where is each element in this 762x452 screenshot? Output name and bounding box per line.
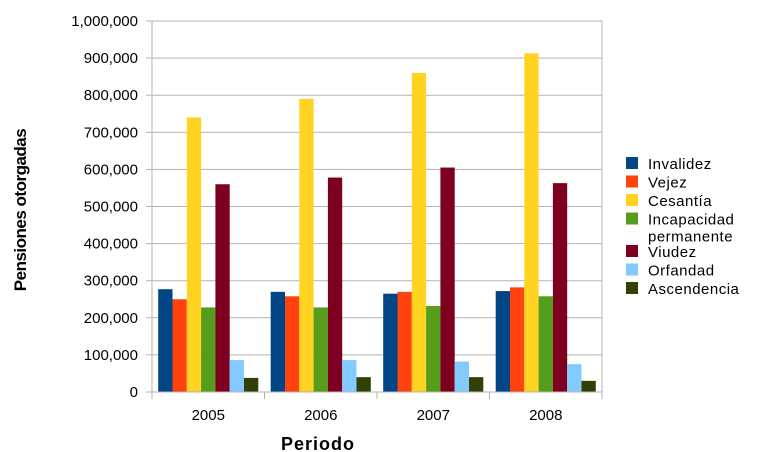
y-tick-label: 900,000	[84, 50, 138, 67]
legend-label: Ascendencia	[648, 281, 740, 298]
x-tick-labels: 2005 2006 2007 2008	[151, 392, 603, 424]
y-tick-label: 200,000	[84, 310, 138, 327]
bar-incapacidad-permanente	[201, 307, 216, 392]
legend-label: Incapacidad	[648, 212, 734, 229]
x-axis-label: Periodo	[281, 434, 355, 452]
legend-swatch	[626, 245, 638, 257]
bar-ascendencia	[581, 380, 596, 392]
bar-orfandad	[342, 360, 357, 392]
bar-invalidez	[270, 291, 285, 392]
bar-cesantía	[186, 117, 202, 393]
bar-orfandad	[567, 364, 582, 392]
bar-ascendencia	[356, 377, 371, 392]
legend-label: Invalidez	[648, 156, 712, 173]
bar-ascendencia	[244, 377, 259, 392]
bar-incapacidad-permanente	[313, 307, 328, 392]
bar-cesantía	[411, 72, 427, 392]
x-tick-label: 2006	[304, 407, 337, 424]
legend-label: permanente	[648, 229, 733, 246]
bar-viudez	[552, 183, 568, 392]
legend-label: Vejez	[648, 175, 687, 192]
y-tick-label: 400,000	[84, 236, 138, 253]
legend-swatch	[626, 282, 638, 294]
bar-incapacidad-permanente	[538, 296, 553, 392]
bar-vejez	[172, 299, 187, 392]
x-tick-label: 2005	[192, 407, 225, 424]
y-tick-label: 500,000	[84, 199, 138, 216]
bar-orfandad	[229, 360, 244, 392]
bar-ascendencia	[469, 377, 484, 392]
legend-label: Orfandad	[648, 263, 715, 280]
bar-invalidez	[383, 293, 398, 392]
bar-viudez	[215, 184, 230, 392]
bars	[158, 53, 596, 393]
bar-vejez	[510, 287, 525, 392]
bar-cesantía	[299, 98, 314, 392]
y-tick-label: 300,000	[84, 273, 138, 290]
legend-swatch	[626, 194, 638, 206]
legend-swatch	[626, 263, 638, 276]
legend-swatch	[626, 157, 638, 169]
bar-invalidez	[158, 289, 173, 392]
y-tick-label: 800,000	[84, 87, 138, 104]
bar-vejez	[397, 291, 412, 392]
bar-viudez	[440, 167, 455, 392]
x-tick-label: 2007	[417, 407, 450, 424]
legend-swatch	[626, 175, 638, 188]
bar-invalidez	[495, 291, 510, 392]
bar-vejez	[285, 296, 300, 392]
y-tick-labels: 0 100,000 200,000 300,000 400,000 500,000 600,…	[71, 13, 138, 401]
y-tick-label: 600,000	[84, 161, 138, 178]
legend-label: Cesantía	[648, 193, 712, 210]
y-tick-label: 100,000	[84, 347, 138, 364]
legend-swatch	[626, 212, 638, 225]
legend-label: Viudez	[648, 244, 697, 261]
bar-cesantía	[524, 53, 539, 392]
bar-viudez	[327, 177, 343, 392]
bar-orfandad	[454, 361, 469, 392]
x-tick-label: 2008	[529, 407, 562, 424]
y-tick-label: 1,000,000	[71, 13, 138, 30]
bar-incapacidad-permanente	[426, 305, 441, 392]
y-axis-label: Pensiones otorgadas	[11, 129, 30, 291]
y-tick-label: 0	[130, 384, 138, 401]
y-tick-label: 700,000	[84, 124, 138, 141]
